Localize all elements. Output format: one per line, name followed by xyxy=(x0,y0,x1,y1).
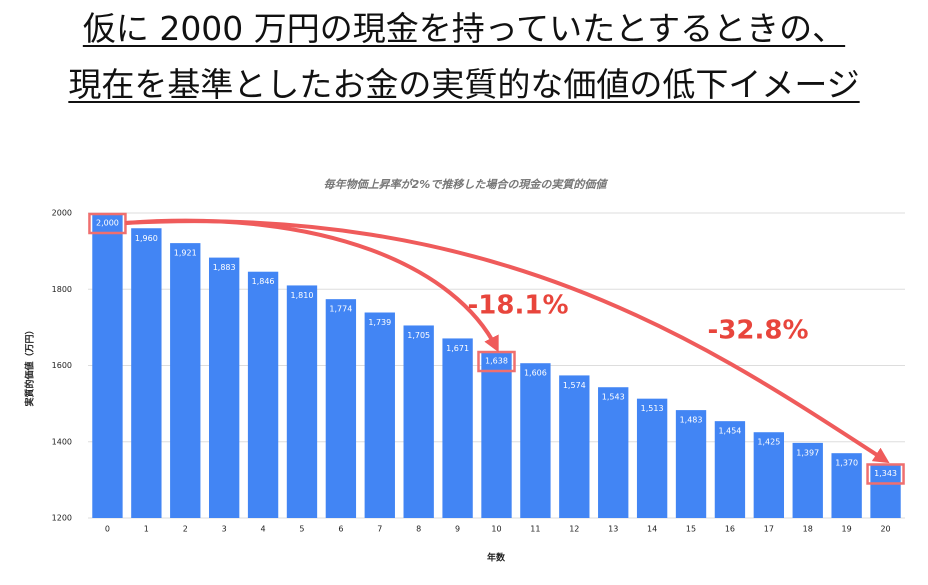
x-tick-label: 14 xyxy=(647,525,657,534)
bar xyxy=(364,312,395,518)
value-label: 1,483 xyxy=(680,416,703,425)
y-tick-label: 1400 xyxy=(52,437,72,446)
heading-line: 現在を基準としたお金の実質的な価値の低下イメージ xyxy=(68,65,860,104)
value-label: 1,774 xyxy=(329,305,352,314)
bar xyxy=(208,257,240,518)
value-label: 1,574 xyxy=(563,381,586,390)
y-tick-label: 2000 xyxy=(52,209,72,218)
bar xyxy=(481,351,512,518)
bar xyxy=(520,363,551,518)
bar xyxy=(131,228,162,518)
x-tick-label: 0 xyxy=(105,525,110,534)
value-label: 1,705 xyxy=(407,331,430,340)
value-label: 1,397 xyxy=(796,448,819,457)
value-label: 1,739 xyxy=(368,318,391,327)
bar xyxy=(247,271,279,518)
x-tick-label: 11 xyxy=(530,525,540,534)
value-label: 1,543 xyxy=(602,393,625,402)
x-tick-label: 18 xyxy=(803,525,813,534)
x-axis-label: 年数 xyxy=(487,552,506,564)
x-tick-label: 12 xyxy=(569,525,579,534)
highlight-box xyxy=(866,463,905,485)
x-tick-label: 9 xyxy=(455,525,460,534)
bar xyxy=(559,375,590,518)
x-tick-label: 3 xyxy=(222,525,227,534)
bar xyxy=(675,410,707,518)
value-label: 2,000 xyxy=(96,219,119,228)
value-label: 1,810 xyxy=(291,291,314,300)
x-tick-label: 4 xyxy=(261,525,266,534)
value-label: 1,883 xyxy=(213,263,236,272)
heading: 仮に 2000 万円の現金を持っていたとするときの、 xyxy=(0,2,928,50)
value-label: 1,606 xyxy=(524,369,547,378)
x-tick-label: 13 xyxy=(608,525,618,534)
value-label: 1,846 xyxy=(252,277,275,286)
arrow xyxy=(125,219,890,464)
bar xyxy=(753,432,785,518)
value-label: 1,454 xyxy=(718,427,741,436)
bar xyxy=(286,285,318,518)
value-label: 1,960 xyxy=(135,234,158,243)
x-tick-label: 5 xyxy=(299,525,304,534)
y-axis-label: 実質的価値（万円） xyxy=(24,325,36,406)
x-tick-label: 16 xyxy=(725,525,735,534)
value-label: 1,513 xyxy=(641,404,664,413)
value-label: 1,425 xyxy=(757,438,780,447)
bar xyxy=(870,463,901,518)
x-tick-label: 17 xyxy=(764,525,774,534)
bar xyxy=(636,398,668,518)
y-tick-label: 1600 xyxy=(52,361,72,370)
x-tick-label: 6 xyxy=(338,525,343,534)
x-tick-label: 20 xyxy=(880,525,890,534)
value-label: 1,671 xyxy=(446,344,469,353)
bar xyxy=(714,421,746,518)
x-tick-label: 10 xyxy=(491,525,501,534)
value-label: 1,921 xyxy=(174,249,197,258)
highlight-box xyxy=(88,212,127,235)
bar xyxy=(170,243,201,518)
bar xyxy=(325,299,357,518)
x-tick-label: 19 xyxy=(842,525,852,534)
y-tick-label: 1200 xyxy=(52,514,72,523)
value-label: 1,638 xyxy=(485,357,508,366)
bar xyxy=(598,387,629,518)
x-tick-label: 7 xyxy=(377,525,382,534)
bar xyxy=(442,338,473,518)
x-tick-label: 1 xyxy=(144,525,149,534)
heading-line: 仮に 2000 万円の現金を持っていたとするときの、 xyxy=(82,9,846,48)
annotation: -18.1% xyxy=(468,291,569,321)
value-label: 1,370 xyxy=(835,459,858,468)
bar xyxy=(403,325,434,518)
bar xyxy=(831,453,862,518)
y-tick-label: 1800 xyxy=(52,285,72,294)
x-tick-label: 15 xyxy=(686,525,696,534)
chart-title: 毎年物価上昇率が2%で推移した場合の現金の実質的価値 xyxy=(324,178,609,191)
bar xyxy=(92,213,123,518)
bar xyxy=(792,442,823,518)
x-tick-label: 8 xyxy=(416,525,421,534)
x-tick-label: 2 xyxy=(183,525,188,534)
annotation: -32.8% xyxy=(708,316,809,346)
value-label: 1,343 xyxy=(874,469,897,478)
heading: 現在を基準としたお金の実質的な価値の低下イメージ xyxy=(0,58,928,106)
